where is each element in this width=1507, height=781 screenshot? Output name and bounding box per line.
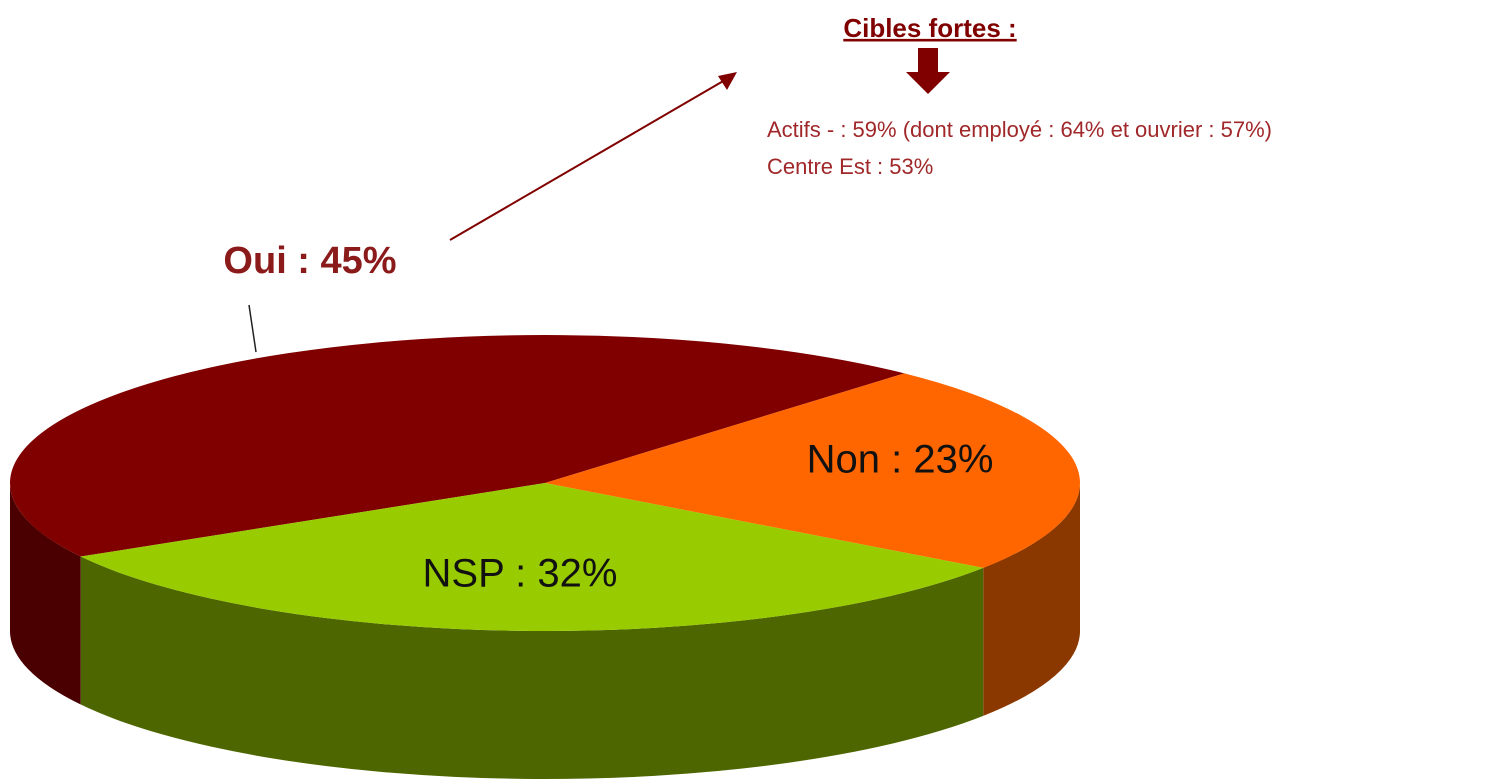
slice-side	[983, 483, 1080, 716]
annotation-title: Cibles fortes :	[843, 13, 1016, 43]
slice	[10, 335, 905, 557]
slice-side	[80, 556, 984, 780]
annotation-line: Centre Est : 53%	[767, 154, 933, 179]
down-arrow	[906, 48, 950, 94]
slice	[80, 483, 984, 631]
pie	[10, 335, 1080, 780]
arrow-head	[718, 72, 737, 90]
slice-label: Oui : 45%	[223, 240, 396, 282]
slice-side	[10, 483, 81, 705]
slice-label: Non : 23%	[807, 438, 994, 482]
slice-label: NSP : 32%	[423, 552, 618, 596]
slice	[545, 373, 1080, 568]
leader-line	[248, 304, 257, 353]
annotation-line: Actifs - : 59% (dont employé : 64% et ou…	[767, 117, 1272, 142]
arrow-line	[449, 79, 726, 241]
